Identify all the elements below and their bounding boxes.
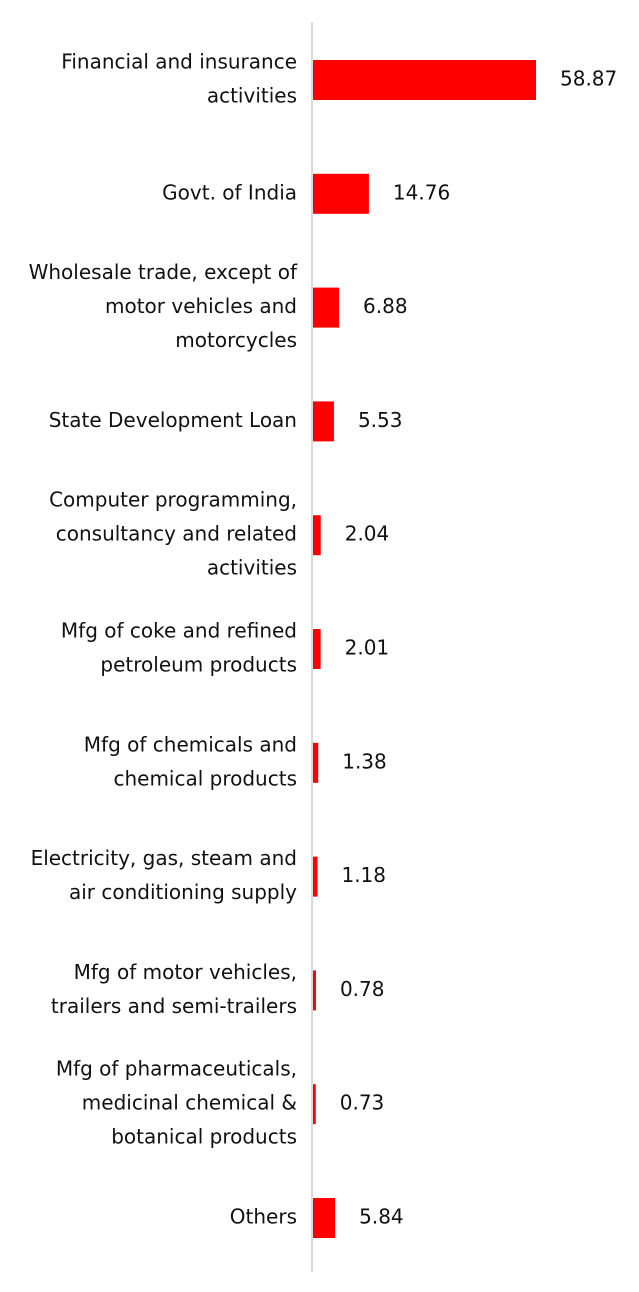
category-label-line: Others <box>230 1205 297 1229</box>
bar-3 <box>313 401 334 442</box>
bar-1 <box>313 173 369 214</box>
category-label-line: trailers and semi-trailers <box>51 994 297 1018</box>
bar-5 <box>313 629 321 669</box>
bar-9 <box>313 1084 316 1125</box>
category-label-2: Wholesale trade, except of motor vehicles… <box>29 260 298 352</box>
value-labels-group: 58.87 14.76 6.88 5.53 2.04 2.01 1.38 1.18 0.78 0.… <box>340 67 618 1229</box>
category-label-line: Govt. of India <box>162 180 297 204</box>
category-label-line: Mfg of motor vehicles, <box>74 960 297 984</box>
bar-0 <box>313 60 536 100</box>
category-label-line: Computer programming, <box>49 488 297 512</box>
category-label-7: Electricity, gas, steam and air condition… <box>31 846 298 904</box>
category-label-line: petroleum products <box>100 653 297 677</box>
category-label-4: Computer programming, consultancy and rel… <box>49 488 297 580</box>
category-label-line: botanical products <box>111 1125 297 1149</box>
value-label-1: 14.76 <box>393 180 450 204</box>
value-label-5: 2.01 <box>345 636 390 660</box>
category-label-10: Others <box>230 1205 297 1229</box>
category-label-line: Electricity, gas, steam and <box>31 846 297 870</box>
bar-2 <box>313 287 340 328</box>
value-label-6: 1.38 <box>342 749 387 773</box>
value-label-8: 0.78 <box>340 977 385 1001</box>
value-label-7: 1.18 <box>341 863 386 887</box>
category-label-line: Mfg of chemicals and <box>84 732 297 756</box>
category-label-line: Financial and insurance <box>61 50 297 74</box>
category-label-line: activities <box>207 556 297 580</box>
category-label-line: Wholesale trade, except of <box>29 260 298 284</box>
category-labels-group: Financial and insurance activities Govt. o… <box>29 50 298 1229</box>
value-label-0: 58.87 <box>560 67 617 91</box>
value-label-9: 0.73 <box>340 1091 385 1115</box>
category-label-line: motor vehicles and <box>105 294 297 318</box>
bar-6 <box>313 742 319 783</box>
bar-4 <box>313 515 321 556</box>
category-label-3: State Development Loan <box>49 408 297 432</box>
bar-10 <box>313 1198 336 1238</box>
category-label-1: Govt. of India <box>162 180 297 204</box>
category-label-line: medicinal chemical & <box>82 1091 297 1115</box>
bar-8 <box>313 970 316 1011</box>
bar-7 <box>313 856 318 897</box>
category-label-line: chemical products <box>113 766 297 790</box>
value-label-4: 2.04 <box>345 522 390 546</box>
value-label-2: 6.88 <box>363 294 408 318</box>
category-label-line: consultancy and related <box>56 522 297 546</box>
category-label-line: Mfg of coke and refined <box>61 619 297 643</box>
category-label-line: motorcycles <box>175 328 297 352</box>
category-label-9: Mfg of pharmaceuticals, medicinal chemica… <box>56 1057 297 1149</box>
value-label-10: 5.84 <box>359 1205 404 1229</box>
category-label-0: Financial and insurance activities <box>61 50 297 108</box>
category-label-line: activities <box>207 84 297 108</box>
category-label-8: Mfg of motor vehicles, trailers and semi-… <box>51 960 297 1018</box>
category-label-line: Mfg of pharmaceuticals, <box>56 1057 297 1081</box>
category-label-5: Mfg of coke and refined petroleum product… <box>61 619 297 677</box>
bars-group <box>313 60 536 1238</box>
category-label-line: State Development Loan <box>49 408 297 432</box>
value-label-3: 5.53 <box>358 408 403 432</box>
category-label-6: Mfg of chemicals and chemical products <box>84 732 297 790</box>
category-label-line: air conditioning supply <box>69 880 297 904</box>
